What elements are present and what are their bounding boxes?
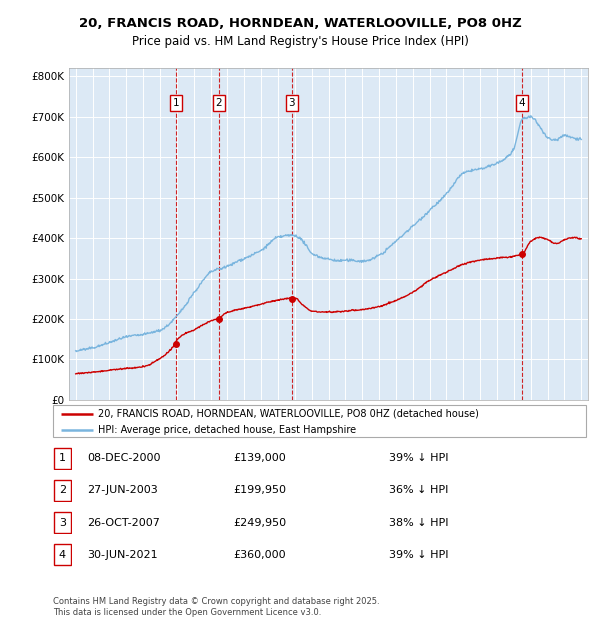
Text: 30-JUN-2021: 30-JUN-2021 xyxy=(87,550,158,560)
Text: 39% ↓ HPI: 39% ↓ HPI xyxy=(389,550,448,560)
Text: 39% ↓ HPI: 39% ↓ HPI xyxy=(389,453,448,463)
Text: 38% ↓ HPI: 38% ↓ HPI xyxy=(389,518,448,528)
Text: £139,000: £139,000 xyxy=(233,453,286,463)
Text: Price paid vs. HM Land Registry's House Price Index (HPI): Price paid vs. HM Land Registry's House … xyxy=(131,35,469,48)
Text: 4: 4 xyxy=(519,98,526,108)
Text: 2: 2 xyxy=(215,98,222,108)
Text: 20, FRANCIS ROAD, HORNDEAN, WATERLOOVILLE, PO8 0HZ (detached house): 20, FRANCIS ROAD, HORNDEAN, WATERLOOVILL… xyxy=(98,409,479,419)
Text: 3: 3 xyxy=(59,518,66,528)
Text: 26-OCT-2007: 26-OCT-2007 xyxy=(87,518,160,528)
Text: 08-DEC-2000: 08-DEC-2000 xyxy=(87,453,161,463)
Text: 3: 3 xyxy=(289,98,295,108)
Text: Contains HM Land Registry data © Crown copyright and database right 2025.
This d: Contains HM Land Registry data © Crown c… xyxy=(53,598,379,617)
Text: 20, FRANCIS ROAD, HORNDEAN, WATERLOOVILLE, PO8 0HZ: 20, FRANCIS ROAD, HORNDEAN, WATERLOOVILL… xyxy=(79,17,521,30)
Text: 2: 2 xyxy=(59,485,66,495)
Text: 1: 1 xyxy=(59,453,66,463)
Text: £360,000: £360,000 xyxy=(233,550,286,560)
Text: 4: 4 xyxy=(59,550,66,560)
Text: 36% ↓ HPI: 36% ↓ HPI xyxy=(389,485,448,495)
Text: 1: 1 xyxy=(173,98,179,108)
Text: £249,950: £249,950 xyxy=(233,518,286,528)
Text: HPI: Average price, detached house, East Hampshire: HPI: Average price, detached house, East… xyxy=(98,425,356,435)
Text: £199,950: £199,950 xyxy=(233,485,286,495)
Text: 27-JUN-2003: 27-JUN-2003 xyxy=(87,485,158,495)
